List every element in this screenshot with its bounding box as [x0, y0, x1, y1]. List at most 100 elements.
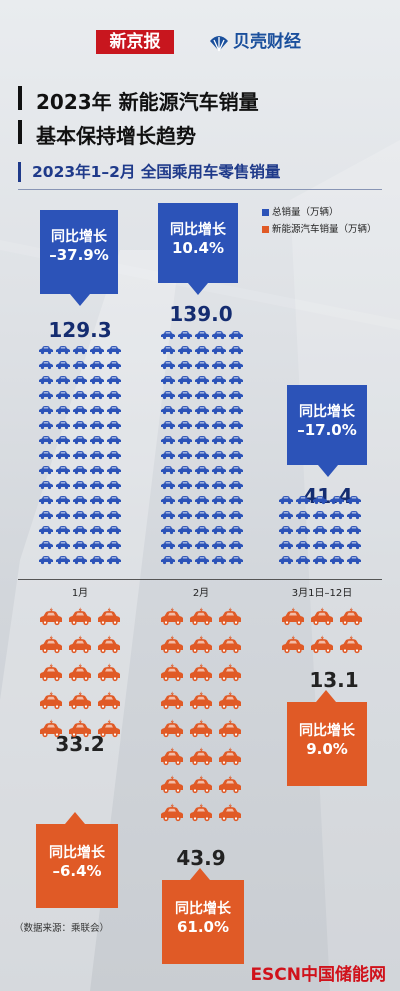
car-icon — [39, 391, 53, 400]
car-icon — [212, 346, 226, 355]
callout-total-feb: 同比增长 10.4% — [158, 203, 238, 283]
car-icon — [90, 421, 104, 430]
car-icon — [195, 496, 209, 505]
car-icon — [178, 466, 192, 475]
car-icon — [73, 406, 87, 415]
callout-pointer — [318, 465, 338, 477]
ev-car-icon — [190, 663, 212, 682]
ev-car-icon — [219, 691, 241, 710]
subtitle: 2023年1–2月 全国乘用车零售销量 — [32, 163, 281, 181]
legend-nev: 新能源汽车销量（万辆） — [262, 221, 377, 235]
data-source: （数据来源：乘联会） — [14, 923, 110, 934]
legend-nev-swatch — [262, 226, 269, 233]
car-icon — [56, 526, 70, 535]
ev-car-icon — [190, 803, 212, 822]
callout-pointer — [316, 690, 336, 702]
ev-car-icon — [219, 719, 241, 738]
ev-car-icon — [190, 719, 212, 738]
car-icon — [56, 391, 70, 400]
car-icon — [296, 526, 310, 535]
car-icon — [107, 361, 121, 370]
value-total-feb: 139.0 — [169, 302, 233, 326]
ev-car-icon — [219, 663, 241, 682]
title-line-2: 基本保持增长趋势 — [36, 124, 196, 148]
car-icon — [90, 436, 104, 445]
callout-pointer — [188, 283, 208, 295]
ev-car-icon — [340, 607, 362, 626]
car-icon — [178, 526, 192, 535]
car-icon — [229, 346, 243, 355]
car-icon — [178, 361, 192, 370]
ev-car-icon — [311, 607, 333, 626]
car-icon — [90, 376, 104, 385]
callout-yoy: –6.4% — [52, 862, 102, 880]
ev-car-icon — [40, 607, 62, 626]
ev-car-icon — [69, 635, 91, 654]
car-icon — [212, 496, 226, 505]
car-icon — [229, 391, 243, 400]
car-icon — [107, 391, 121, 400]
car-icon — [279, 511, 293, 520]
car-icon — [90, 526, 104, 535]
callout-nev-mar: 同比增长 9.0% — [287, 702, 367, 786]
car-icon — [229, 376, 243, 385]
car-icon — [347, 526, 361, 535]
car-icon — [330, 526, 344, 535]
car-icon — [56, 361, 70, 370]
callout-label: 同比增长 — [175, 901, 231, 917]
car-icon — [212, 406, 226, 415]
callout-nev-jan: 同比增长 –6.4% — [36, 824, 118, 908]
car-icon — [73, 436, 87, 445]
car-icon — [39, 481, 53, 490]
car-icon — [229, 421, 243, 430]
car-icon — [56, 466, 70, 475]
car-icon — [73, 496, 87, 505]
car-icon — [39, 346, 53, 355]
brand-left-logo: 新京报 — [96, 30, 174, 54]
car-icon — [90, 451, 104, 460]
car-icon — [56, 376, 70, 385]
car-icon — [90, 466, 104, 475]
car-icon — [56, 406, 70, 415]
car-icon — [161, 421, 175, 430]
car-icon — [195, 466, 209, 475]
car-icon — [212, 466, 226, 475]
car-icon — [195, 511, 209, 520]
category-label-jan: 1月 — [71, 588, 89, 599]
ev-car-icon — [190, 691, 212, 710]
car-icon — [330, 511, 344, 520]
car-icon — [229, 436, 243, 445]
car-icon — [195, 436, 209, 445]
callout-yoy: 61.0% — [176, 918, 230, 936]
car-icon — [73, 391, 87, 400]
callout-label: 同比增长 — [49, 845, 105, 861]
car-icon — [296, 511, 310, 520]
ev-car-icon — [161, 607, 183, 626]
car-icon — [178, 421, 192, 430]
callout-label: 同比增长 — [170, 222, 226, 238]
car-icon — [107, 511, 121, 520]
footer-watermark: ESCN中国储能网 — [250, 965, 386, 985]
ev-car-icon — [219, 607, 241, 626]
car-icon — [161, 556, 175, 565]
callout-yoy: –37.9% — [49, 246, 109, 264]
callout-label: 同比增长 — [51, 229, 107, 245]
car-icon — [212, 511, 226, 520]
car-icon — [178, 436, 192, 445]
car-icon — [90, 391, 104, 400]
car-icon — [161, 466, 175, 475]
car-icon — [39, 376, 53, 385]
car-icon — [313, 541, 327, 550]
car-icon — [39, 421, 53, 430]
car-icon — [56, 481, 70, 490]
value-nev-mar: 13.1 — [309, 668, 359, 692]
callout-label: 同比增长 — [299, 404, 355, 420]
car-icon — [212, 421, 226, 430]
ev-car-icon — [311, 635, 333, 654]
car-icon — [56, 436, 70, 445]
car-icon — [195, 376, 209, 385]
callout-total-jan: 同比增长 –37.9% — [40, 210, 118, 294]
ev-car-icon — [98, 663, 120, 682]
car-icon — [73, 541, 87, 550]
car-icon — [90, 346, 104, 355]
